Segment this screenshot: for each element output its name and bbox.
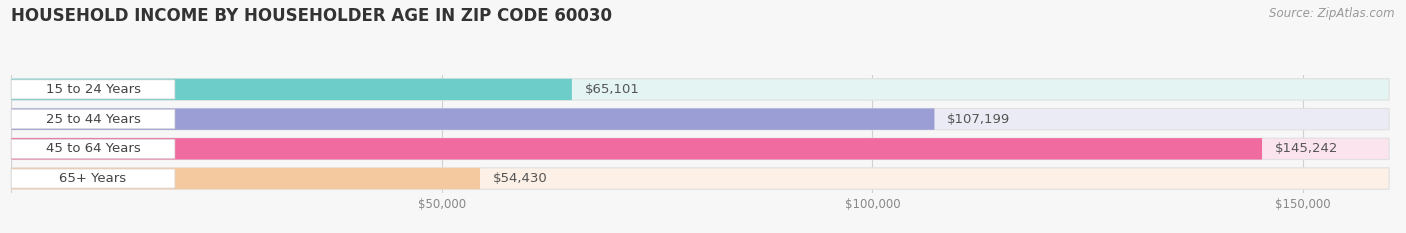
FancyBboxPatch shape bbox=[11, 169, 174, 188]
Text: $145,242: $145,242 bbox=[1275, 142, 1339, 155]
FancyBboxPatch shape bbox=[11, 110, 174, 129]
Text: 45 to 64 Years: 45 to 64 Years bbox=[45, 142, 141, 155]
FancyBboxPatch shape bbox=[11, 80, 174, 99]
FancyBboxPatch shape bbox=[11, 138, 1263, 160]
FancyBboxPatch shape bbox=[11, 108, 1389, 130]
FancyBboxPatch shape bbox=[11, 168, 479, 189]
Text: $107,199: $107,199 bbox=[948, 113, 1011, 126]
FancyBboxPatch shape bbox=[11, 168, 1389, 189]
FancyBboxPatch shape bbox=[11, 108, 935, 130]
Text: 15 to 24 Years: 15 to 24 Years bbox=[45, 83, 141, 96]
Text: HOUSEHOLD INCOME BY HOUSEHOLDER AGE IN ZIP CODE 60030: HOUSEHOLD INCOME BY HOUSEHOLDER AGE IN Z… bbox=[11, 7, 612, 25]
Text: 25 to 44 Years: 25 to 44 Years bbox=[45, 113, 141, 126]
FancyBboxPatch shape bbox=[11, 79, 1389, 100]
Text: 65+ Years: 65+ Years bbox=[59, 172, 127, 185]
Text: $65,101: $65,101 bbox=[585, 83, 640, 96]
Text: Source: ZipAtlas.com: Source: ZipAtlas.com bbox=[1270, 7, 1395, 20]
FancyBboxPatch shape bbox=[11, 139, 174, 158]
FancyBboxPatch shape bbox=[11, 79, 572, 100]
Text: $54,430: $54,430 bbox=[494, 172, 548, 185]
FancyBboxPatch shape bbox=[11, 138, 1389, 160]
